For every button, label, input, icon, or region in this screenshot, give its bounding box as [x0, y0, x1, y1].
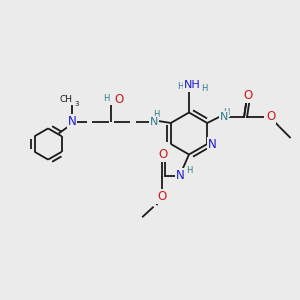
Text: 3: 3 — [74, 101, 79, 107]
Text: O: O — [159, 148, 168, 161]
Text: H: H — [223, 108, 229, 117]
Text: H: H — [154, 110, 160, 119]
Text: NH: NH — [184, 80, 200, 90]
Text: O: O — [243, 88, 253, 102]
Text: N: N — [68, 115, 76, 128]
Text: H: H — [201, 84, 208, 93]
Text: H: H — [186, 166, 193, 175]
Text: H: H — [177, 82, 184, 91]
Text: N: N — [176, 169, 185, 182]
Text: O: O — [266, 110, 275, 124]
Text: O: O — [158, 190, 166, 203]
Text: O: O — [115, 92, 124, 106]
Text: H: H — [103, 94, 110, 103]
Text: N: N — [208, 137, 217, 151]
Text: N: N — [150, 116, 158, 127]
Text: N: N — [220, 112, 228, 122]
Text: CH: CH — [59, 94, 72, 103]
